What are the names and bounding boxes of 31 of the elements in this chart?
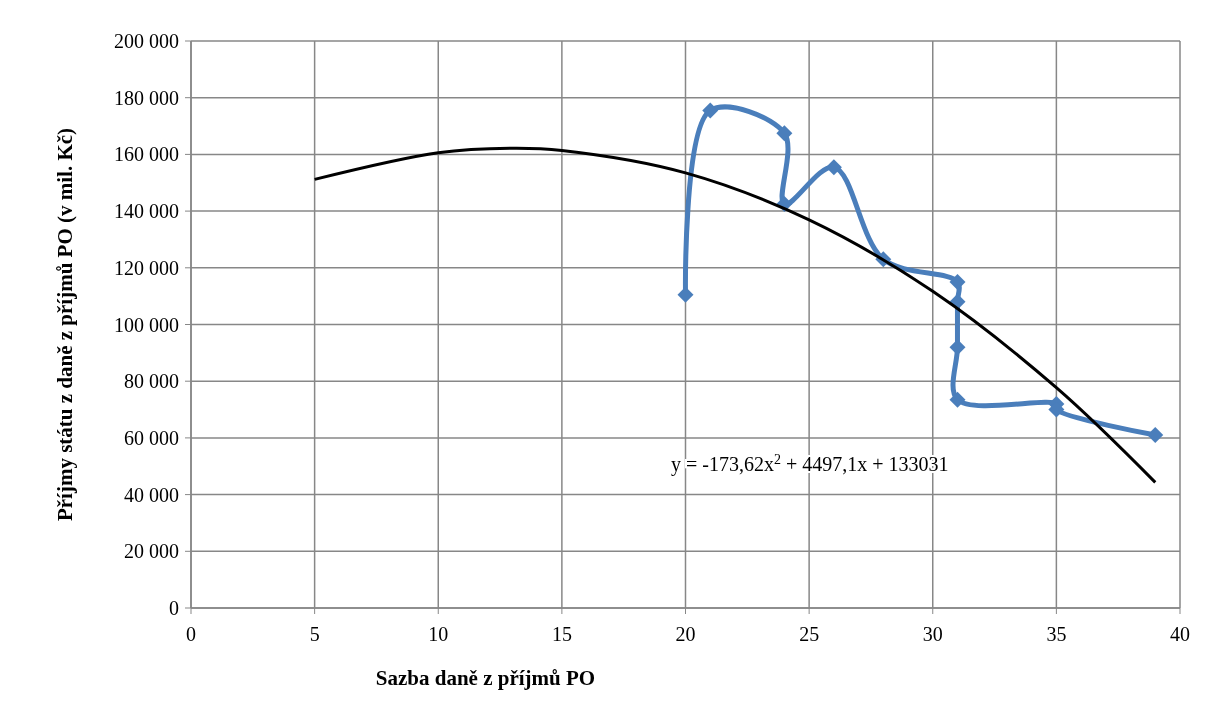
x-tick-label: 20: [675, 623, 696, 645]
point: [949, 391, 966, 408]
y-axis-title: Příjmy státu z daně z příjmů PO (v mil. Kč): [53, 127, 77, 522]
x-tick-label: 10: [428, 623, 449, 645]
x-tick-label: 30: [922, 623, 943, 645]
x-tick-label: 5: [309, 623, 320, 645]
y-tick-label: 60 000: [124, 426, 179, 449]
y-tick-label: 140 000: [114, 200, 179, 223]
x-tick-label: 15: [551, 623, 572, 645]
x-tick-label: 0: [186, 623, 196, 645]
x-axis-title: Sazba daně z příjmů PO: [375, 666, 596, 690]
y-tick-label: 40 000: [124, 483, 179, 506]
y-tick-label: 80 000: [124, 370, 179, 393]
line-series: [313, 146, 1157, 484]
y-tick-label: 20 000: [124, 540, 179, 563]
point: [825, 159, 842, 176]
y-tick-label: 100 000: [114, 313, 179, 336]
y-tick-label: 120 000: [114, 256, 179, 279]
annotation: y = -173,62x$^{2}$ + 4497,1x + 133031: [671, 451, 949, 476]
point: [702, 102, 719, 119]
point: [949, 273, 966, 290]
x-tick-label: 25: [799, 623, 820, 645]
point: [1147, 427, 1164, 444]
point: [949, 339, 966, 356]
y-tick-label: 200 000: [114, 30, 179, 52]
x-tick-label: 35: [1046, 623, 1067, 645]
y-tick-label: 180 000: [114, 86, 179, 109]
x-tick-label: 40: [1170, 623, 1190, 645]
point: [776, 125, 793, 142]
y-tick-label: 160 000: [114, 143, 179, 166]
y-tick-label: 0: [169, 597, 179, 619]
